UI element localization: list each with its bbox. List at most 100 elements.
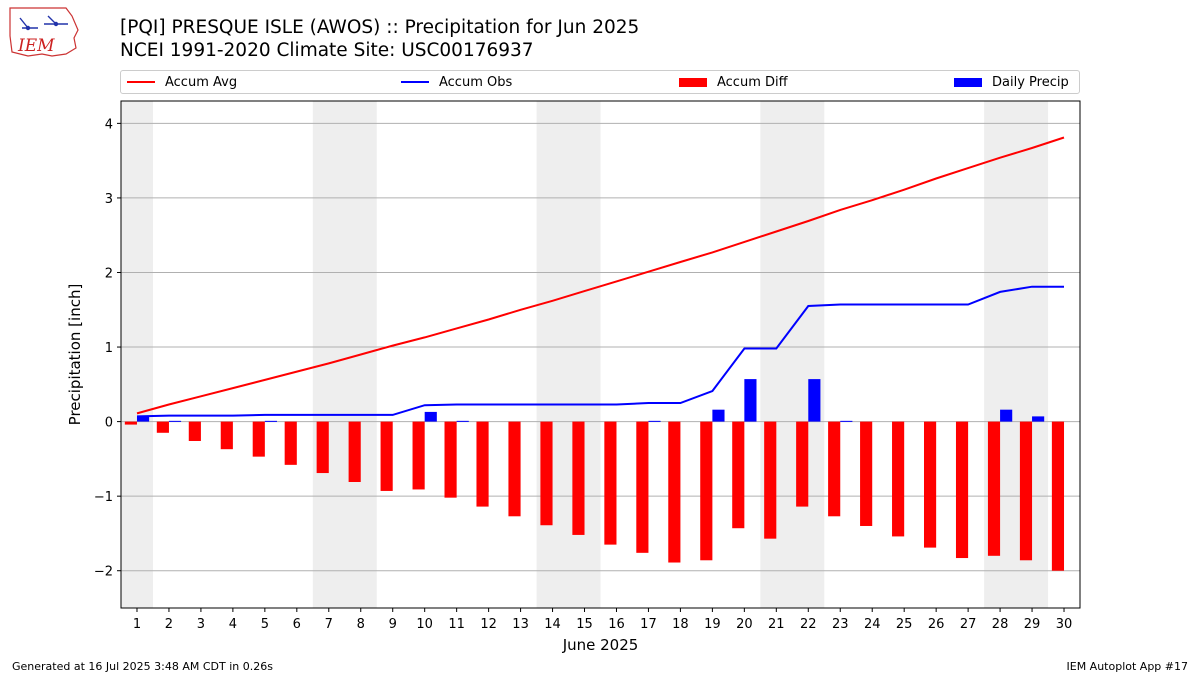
- accum-diff-bar: [188, 421, 201, 441]
- accum-diff-bar: [892, 421, 905, 537]
- logo-text: IEM: [17, 36, 55, 56]
- accum-diff-bar: [764, 421, 777, 539]
- x-tick-label: 22: [800, 617, 817, 632]
- x-tick-label: 1: [133, 617, 141, 632]
- daily-precip-bar: [424, 411, 437, 422]
- accum-obs-line: [136, 285, 1064, 418]
- legend-label-daily-precip: Daily Precip: [992, 74, 1069, 90]
- iem-logo: IEM: [9, 7, 79, 57]
- x-tick-label: 27: [960, 617, 977, 632]
- y-tick-label: 1: [105, 341, 113, 356]
- y-tick-label: 0: [105, 416, 113, 431]
- accum-diff-bar: [476, 421, 489, 507]
- legend-item-accum-avg: Accum Avg: [127, 71, 237, 93]
- accum-diff-bar: [284, 421, 297, 465]
- x-tick-label: 10: [416, 617, 433, 632]
- daily-precip-bars: [136, 379, 1045, 422]
- y-axis: 4 3 2 1 0 −1 −2: [94, 117, 121, 580]
- accum-diff-bar: [572, 421, 585, 535]
- x-tick-label: 17: [640, 617, 657, 632]
- x-tick-label: 13: [512, 617, 529, 632]
- footer-app: IEM Autoplot App #17: [1066, 660, 1189, 673]
- x-tick-label: 9: [389, 617, 397, 632]
- accum-diff-bar: [955, 421, 969, 559]
- x-tick-label: 29: [1024, 617, 1041, 632]
- x-tick-label: 25: [896, 617, 913, 632]
- accum-lines: [136, 136, 1065, 418]
- daily-precip-bar: [744, 379, 757, 422]
- daily-precip-bar: [168, 420, 182, 422]
- daily-precip-bar: [712, 409, 725, 422]
- x-tick-label: 14: [544, 617, 561, 632]
- x-tick-label: 4: [229, 617, 237, 632]
- x-tick-label: 28: [992, 617, 1009, 632]
- legend-item-accum-diff: Accum Diff: [679, 71, 788, 93]
- accum-diff-bar: [700, 421, 713, 561]
- legend-item-daily-precip: Daily Precip: [954, 71, 1069, 93]
- accum-diff-bar: [380, 421, 393, 491]
- legend-item-accum-obs: Accum Obs: [401, 71, 512, 93]
- daily-precip-bar: [456, 420, 469, 422]
- x-tick-label: 8: [357, 617, 365, 632]
- daily-precip-bar: [264, 420, 277, 422]
- x-tick-label: 26: [928, 617, 945, 632]
- x-tick-label: 11: [448, 617, 465, 632]
- x-tick-label: 2: [165, 617, 173, 632]
- x-tick-label: 30: [1056, 617, 1073, 632]
- legend: Accum Avg Accum Obs Accum Diff Daily Pre…: [120, 70, 1080, 94]
- x-tick-label: 18: [672, 617, 689, 632]
- accum-diff-bar: [508, 421, 521, 517]
- accum-diff-bar: [540, 421, 553, 526]
- daily-precip-bar: [136, 416, 150, 422]
- legend-swatch-accum-diff: [679, 77, 707, 87]
- daily-precip-bar: [808, 379, 821, 422]
- x-tick-label: 7: [325, 617, 333, 632]
- y-tick-label: 3: [105, 192, 113, 207]
- x-axis-label: June 2025: [562, 636, 639, 654]
- x-tick-label: 3: [197, 617, 205, 632]
- daily-precip-bar: [840, 420, 853, 422]
- weekend-band: [121, 101, 153, 608]
- accum-diff-bars: [124, 421, 1065, 571]
- accum-diff-bar: [636, 421, 649, 553]
- chart-title: [PQI] PRESQUE ISLE (AWOS) :: Precipitati…: [120, 17, 640, 38]
- x-tick-label: 20: [736, 617, 753, 632]
- accum-diff-bar: [732, 421, 745, 529]
- accum-diff-bar: [668, 421, 681, 563]
- y-tick-label: −2: [94, 565, 113, 580]
- chart-subtitle: NCEI 1991-2020 Climate Site: USC00176937: [120, 40, 534, 61]
- plot-frame: [120, 100, 1081, 609]
- accum-diff-bar: [1019, 421, 1033, 561]
- accum-diff-bar: [1051, 421, 1065, 571]
- accum-diff-bar: [156, 421, 169, 433]
- legend-label-accum-diff: Accum Diff: [717, 74, 788, 90]
- legend-label-accum-avg: Accum Avg: [165, 74, 238, 90]
- daily-precip-bar: [648, 420, 661, 422]
- x-tick-label: 6: [293, 617, 301, 632]
- x-tick-label: 12: [480, 617, 497, 632]
- weekend-bands: [121, 101, 1049, 608]
- y-tick-label: 4: [105, 117, 113, 132]
- x-tick-label: 5: [261, 617, 269, 632]
- x-tick-label: 19: [704, 617, 721, 632]
- y-axis-label: Precipitation [inch]: [66, 284, 84, 426]
- daily-precip-bar: [1032, 416, 1045, 422]
- accum-diff-bar: [444, 421, 457, 498]
- accum-diff-bar: [316, 421, 329, 474]
- accum-diff-bar: [412, 421, 425, 490]
- legend-label-accum-obs: Accum Obs: [439, 74, 513, 90]
- gridlines: [121, 122, 1080, 572]
- accum-diff-bar: [124, 421, 137, 425]
- x-tick-label: 16: [608, 617, 625, 632]
- accum-diff-bar: [604, 421, 617, 545]
- x-tick-label: 21: [768, 617, 785, 632]
- legend-swatch-daily-precip: [954, 77, 982, 87]
- weekend-band: [312, 101, 377, 608]
- footer-generated: Generated at 16 Jul 2025 3:48 AM CDT in …: [12, 660, 273, 673]
- x-axis: 1 2 3 4 5 6 7 8 9 10 11 12 13 14 15 16 17 18 19 20 21 22 23 24 2…: [133, 608, 1072, 632]
- legend-swatch-accum-avg: [127, 81, 155, 83]
- accum-diff-bar: [828, 421, 841, 517]
- y-tick-label: −1: [94, 490, 113, 505]
- accum-diff-bar: [348, 421, 361, 482]
- accum-diff-bar: [924, 421, 937, 548]
